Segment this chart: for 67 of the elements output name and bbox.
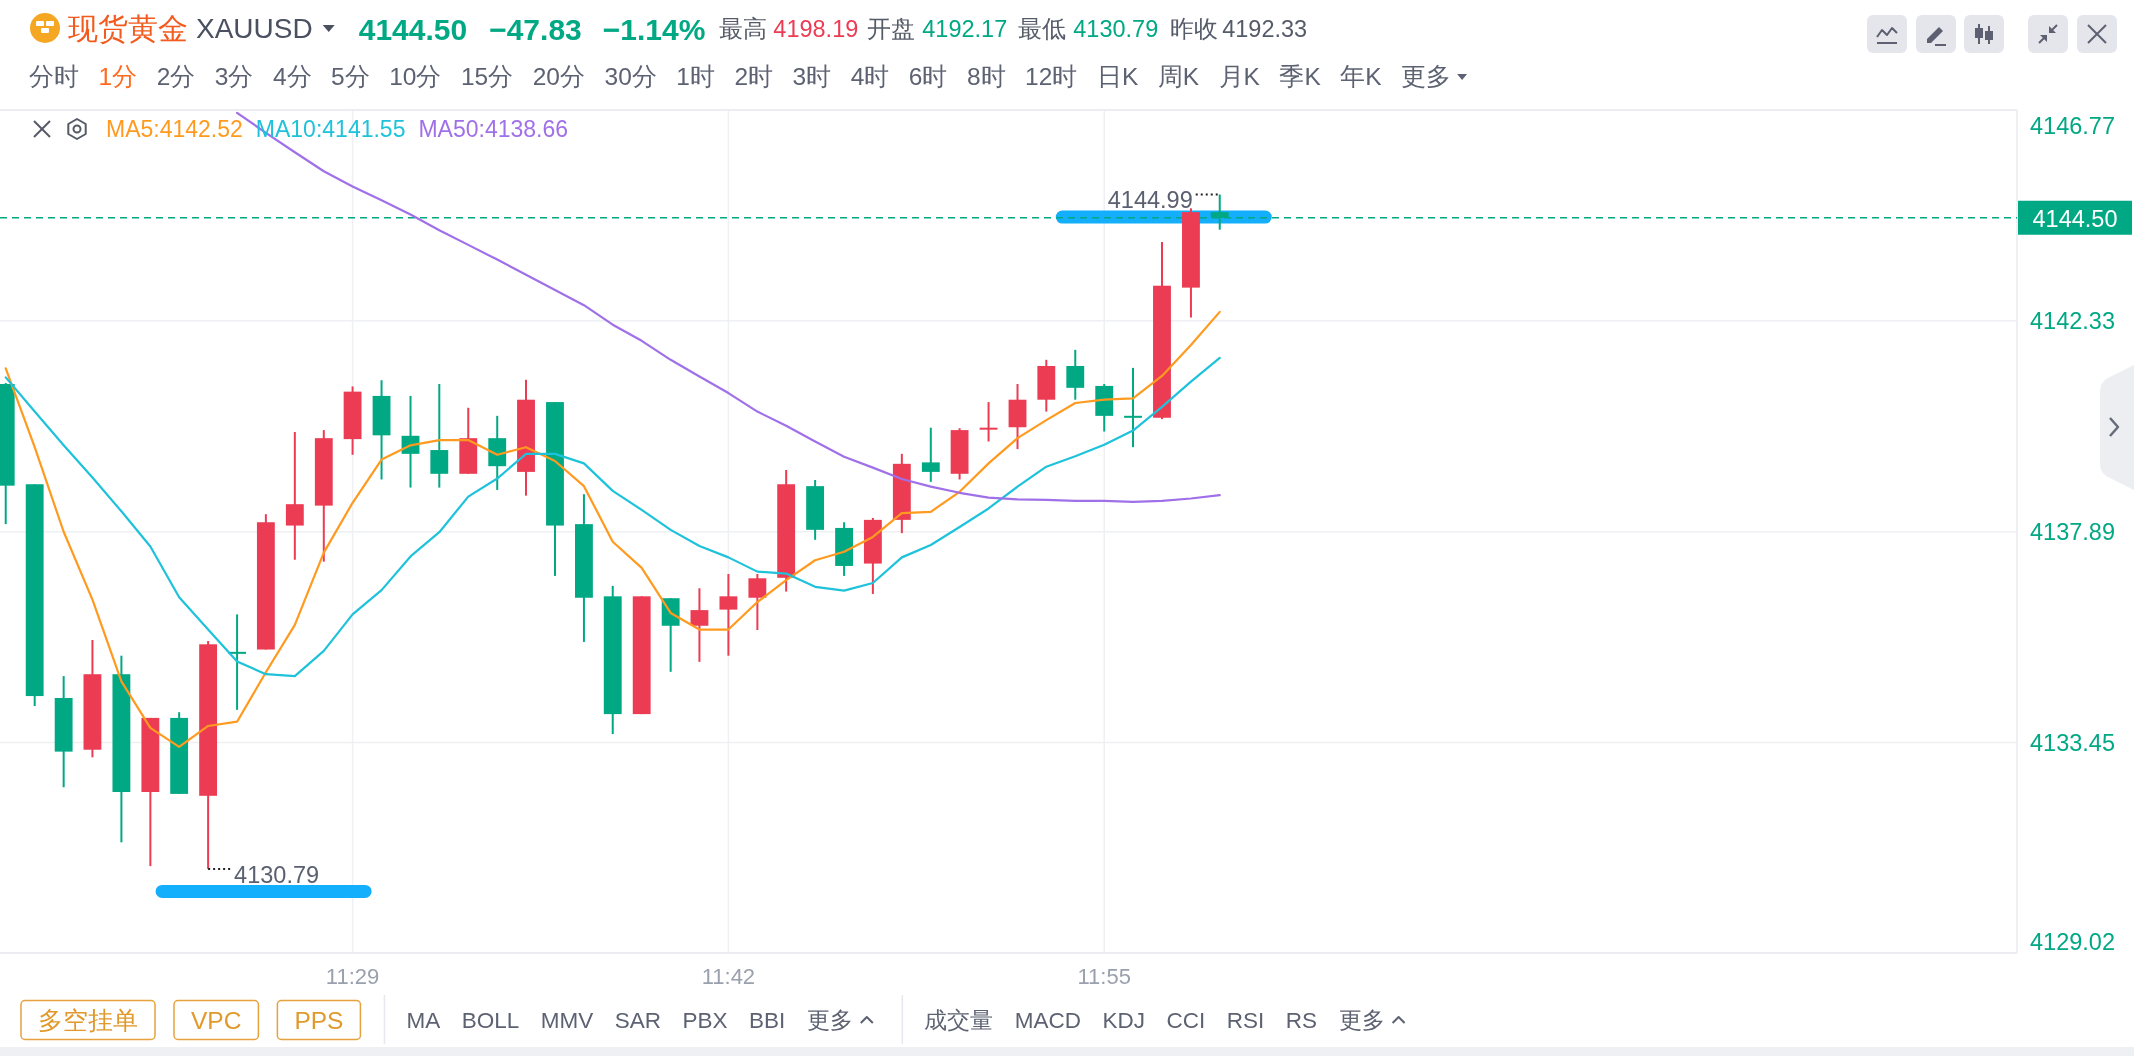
text: 2分 (156, 62, 196, 90)
text: MA10:4141.55 (255, 116, 406, 142)
text: 15分 (460, 62, 514, 90)
text: KDJ (1102, 1007, 1146, 1033)
text: 2时 (734, 62, 774, 90)
text: MA (406, 1007, 441, 1033)
text: RSI (1226, 1007, 1265, 1033)
chart-subtitle: XAUUSD (196, 12, 313, 44)
text: PBX (682, 1007, 728, 1033)
text: 4时 (850, 62, 890, 90)
text: 4192.17 (922, 16, 1008, 42)
x-tick-label: 11:55 (1077, 963, 1131, 989)
text: 更多 (1338, 1007, 1385, 1033)
text: 3时 (792, 62, 832, 90)
text: 分时 (29, 62, 79, 90)
y-tick-label: 4142.33 (2030, 307, 2115, 334)
annotation: 4144.99 (1107, 186, 1193, 213)
text: SAR (614, 1007, 661, 1033)
text: PPS (294, 1006, 344, 1034)
text: RS (1285, 1007, 1318, 1033)
text: 20分 (532, 62, 585, 90)
text: 最低 (1018, 16, 1067, 42)
text: VPC (191, 1006, 242, 1034)
text: −1.14% (602, 12, 706, 46)
text: 3分 (214, 62, 254, 90)
text: 月K (1218, 62, 1261, 90)
text: 1分 (98, 62, 138, 90)
text: 昨收 (1170, 16, 1219, 42)
annotation: 4130.79 (234, 861, 320, 888)
text: 5分 (331, 62, 370, 90)
text: BOLL (461, 1007, 520, 1033)
text: 12时 (1025, 62, 1078, 90)
text: 10分 (389, 62, 442, 90)
text: 开盘 (867, 16, 916, 42)
text: 4分 (272, 62, 312, 90)
y-tick-label: 4133.45 (2030, 729, 2115, 756)
text: CCI (1166, 1007, 1206, 1033)
text: 4192.33 (1222, 16, 1308, 42)
text: 季K (1279, 62, 1322, 90)
text: MMV (540, 1007, 594, 1033)
text: 更多 (1401, 62, 1452, 90)
text: 30分 (604, 62, 657, 90)
text: 日K (1096, 62, 1139, 90)
text: 4144.50 (358, 12, 468, 46)
text: 更多 (806, 1007, 853, 1033)
text: 多空挂单 (38, 1006, 138, 1034)
text: MA5:4142.52 (106, 116, 243, 142)
text: 年K (1340, 62, 1383, 90)
y-tick-label: 4137.89 (2030, 518, 2115, 545)
text: 1时 (676, 62, 715, 90)
x-tick-label: 11:29 (325, 963, 380, 989)
text: 最高 (719, 16, 768, 42)
text: 4130.79 (1073, 16, 1159, 42)
text: 6时 (908, 62, 948, 90)
x-tick-label: 11:42 (701, 963, 756, 989)
text: MACD (1014, 1007, 1082, 1033)
chart-title: 现货黄金 (68, 11, 188, 45)
text: 8时 (966, 62, 1006, 90)
text: MA50:4138.66 (418, 116, 569, 142)
y-tick-label: 4146.77 (2030, 113, 2115, 139)
text: 成交量 (924, 1007, 994, 1033)
text: BBI (749, 1007, 786, 1033)
y-tick-label: 4129.02 (2030, 929, 2115, 955)
text: 周K (1157, 62, 1200, 90)
annotation: 4144.50 (2032, 205, 2118, 232)
text: −47.83 (489, 12, 582, 46)
text: 4198.19 (773, 16, 859, 42)
